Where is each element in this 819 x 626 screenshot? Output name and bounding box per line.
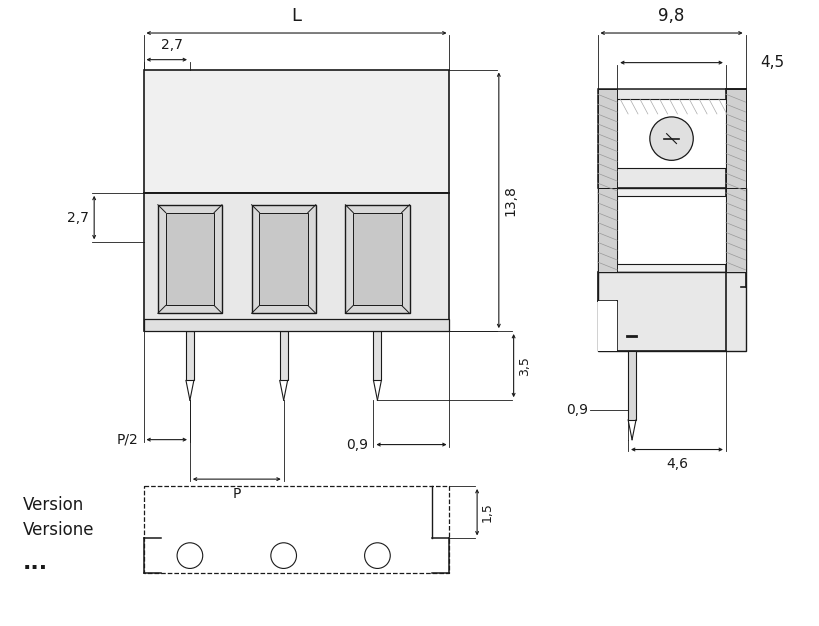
Text: P: P — [233, 487, 241, 501]
Bar — [165, 213, 214, 305]
Bar — [186, 331, 193, 381]
Circle shape — [364, 543, 390, 568]
Bar — [353, 213, 401, 305]
Text: 2,7: 2,7 — [67, 210, 89, 225]
Text: ...: ... — [23, 553, 48, 573]
Text: 1,5: 1,5 — [481, 502, 494, 522]
Text: 0,9: 0,9 — [565, 403, 587, 417]
Bar — [597, 302, 617, 351]
Bar — [725, 90, 744, 188]
Bar — [627, 351, 636, 420]
Bar — [617, 99, 725, 168]
Text: 13,8: 13,8 — [503, 185, 517, 216]
Text: 4,5: 4,5 — [759, 55, 784, 70]
Bar — [143, 69, 449, 193]
Bar — [597, 272, 744, 351]
Bar — [597, 90, 617, 188]
Circle shape — [649, 117, 692, 160]
Text: 3,5: 3,5 — [517, 356, 530, 376]
Bar — [251, 205, 315, 314]
Text: 0,9: 0,9 — [346, 438, 368, 451]
Text: L: L — [291, 7, 301, 25]
Bar — [143, 319, 449, 331]
Bar — [259, 213, 307, 305]
Circle shape — [270, 543, 296, 568]
Text: 2,7: 2,7 — [161, 38, 183, 52]
Bar — [373, 331, 381, 381]
Bar — [617, 196, 725, 264]
Bar — [143, 193, 449, 331]
Bar — [597, 188, 744, 272]
Bar — [345, 205, 409, 314]
Bar — [597, 90, 744, 188]
Bar — [725, 188, 744, 272]
Bar — [157, 205, 222, 314]
Text: P/2: P/2 — [116, 433, 138, 446]
Bar — [597, 188, 617, 272]
Bar — [143, 486, 449, 573]
Text: 4,6: 4,6 — [665, 458, 687, 471]
Text: 9,8: 9,8 — [658, 7, 684, 25]
Text: Version
Versione: Version Versione — [23, 496, 94, 539]
Bar — [279, 331, 287, 381]
Circle shape — [177, 543, 202, 568]
